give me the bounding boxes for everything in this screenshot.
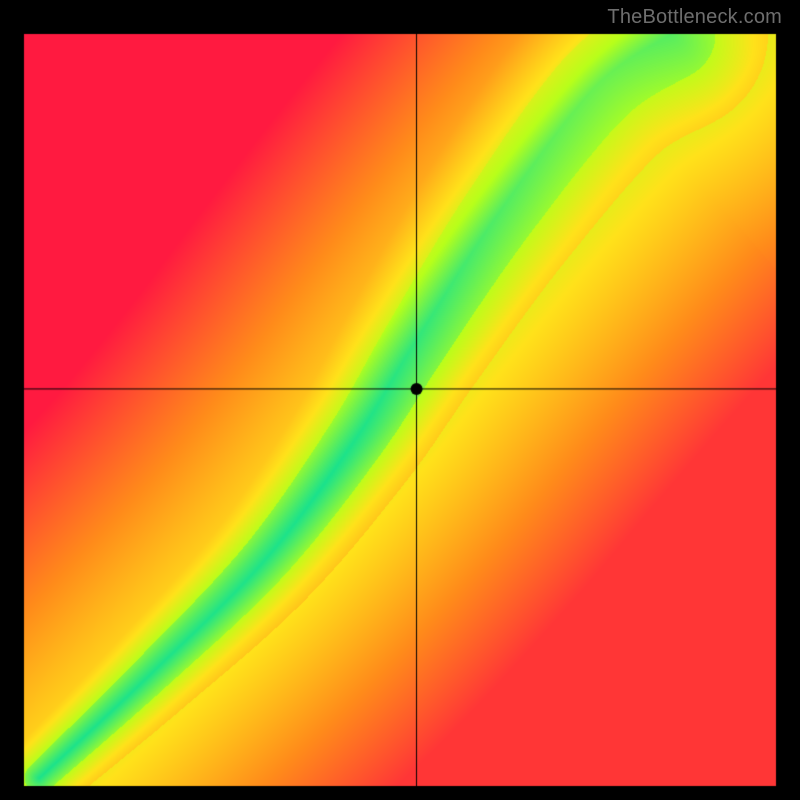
heatmap-canvas — [0, 0, 800, 800]
watermark-label: TheBottleneck.com — [607, 6, 782, 29]
chart-container: TheBottleneck.com — [0, 0, 800, 800]
